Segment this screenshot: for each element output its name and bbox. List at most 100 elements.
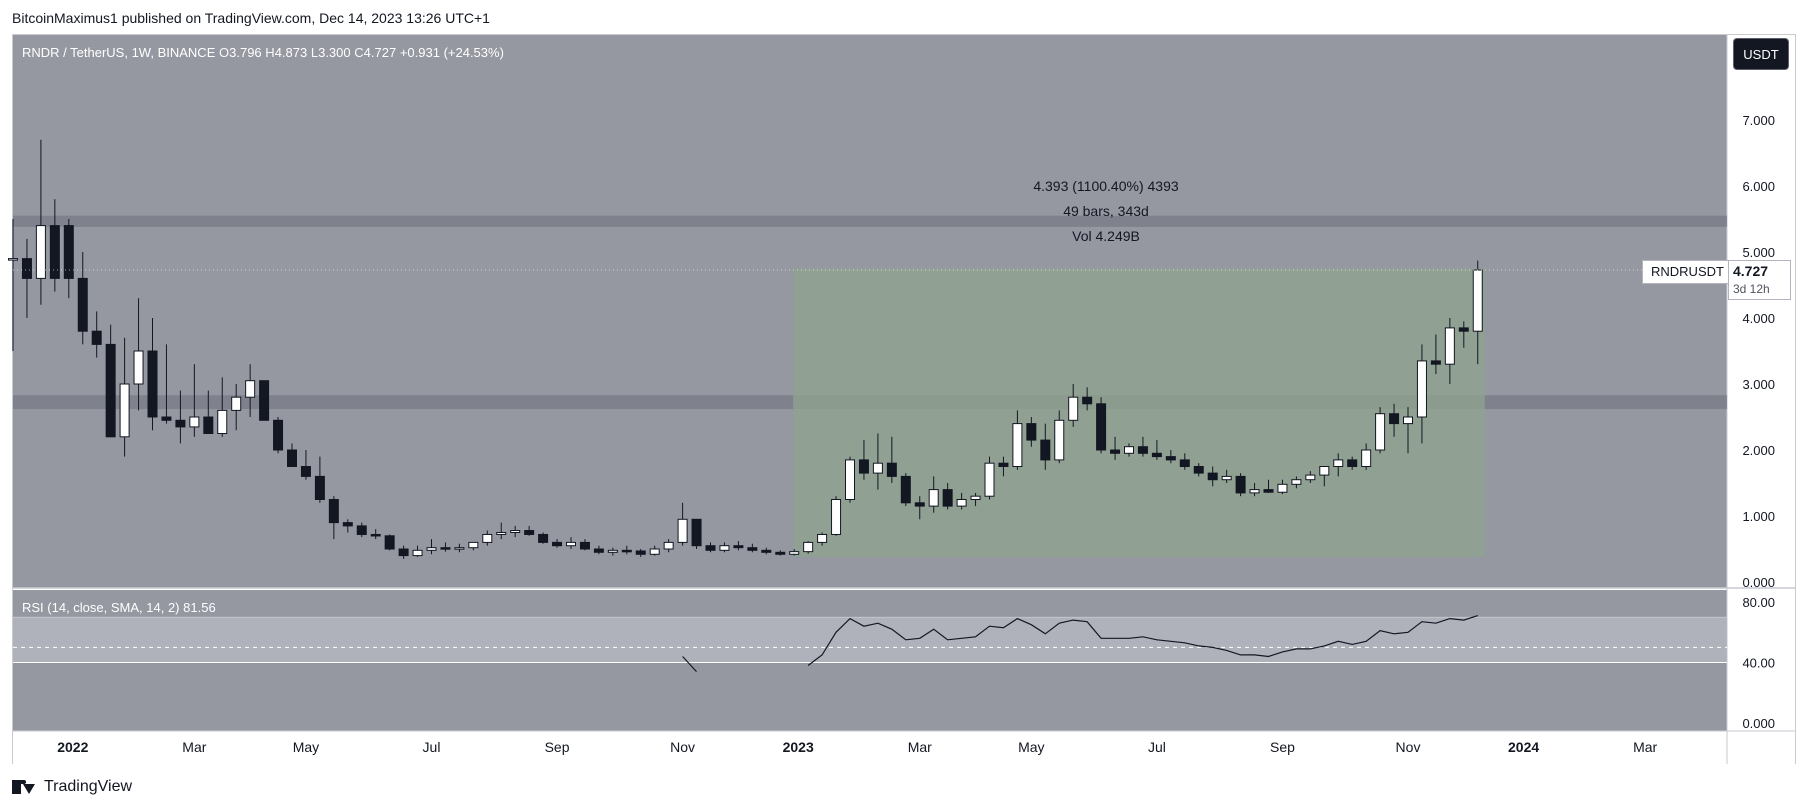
- currency-unit-button[interactable]: USDT: [1733, 38, 1789, 70]
- candle[interactable]: [342, 522, 353, 527]
- candle[interactable]: [1319, 466, 1330, 476]
- footer-brand[interactable]: TradingView: [12, 778, 132, 796]
- candle[interactable]: [105, 343, 116, 438]
- candle[interactable]: [1458, 327, 1469, 332]
- candle[interactable]: [607, 549, 618, 553]
- candle[interactable]: [984, 462, 995, 497]
- candle[interactable]: [398, 548, 409, 557]
- candle[interactable]: [161, 416, 172, 421]
- candle[interactable]: [1430, 360, 1441, 365]
- candle[interactable]: [63, 225, 74, 279]
- candle[interactable]: [817, 533, 828, 543]
- candle[interactable]: [1068, 396, 1079, 421]
- candle[interactable]: [8, 258, 18, 261]
- candle[interactable]: [259, 380, 270, 421]
- candle[interactable]: [1403, 416, 1413, 425]
- candle[interactable]: [273, 419, 284, 451]
- candle[interactable]: [356, 525, 367, 535]
- candle[interactable]: [370, 533, 381, 537]
- candle[interactable]: [621, 549, 632, 553]
- candle[interactable]: [1291, 479, 1302, 485]
- candle[interactable]: [1444, 327, 1455, 365]
- candle[interactable]: [300, 466, 311, 477]
- candle[interactable]: [1235, 475, 1246, 494]
- candle[interactable]: [747, 547, 758, 551]
- candle[interactable]: [956, 499, 967, 507]
- candle[interactable]: [77, 277, 88, 332]
- candle[interactable]: [1082, 396, 1093, 405]
- candle[interactable]: [845, 459, 855, 500]
- candle[interactable]: [91, 330, 102, 345]
- candle[interactable]: [1305, 474, 1316, 481]
- candle[interactable]: [1249, 489, 1260, 494]
- time-axis[interactable]: [13, 731, 1727, 764]
- candle[interactable]: [203, 416, 214, 434]
- candle[interactable]: [231, 396, 242, 411]
- rsi-label[interactable]: RSI (14, close, SMA, 14, 2): [22, 600, 180, 615]
- candle[interactable]: [733, 545, 744, 549]
- candle[interactable]: [663, 541, 674, 550]
- candle[interactable]: [189, 416, 200, 428]
- candle[interactable]: [482, 533, 493, 543]
- candle[interactable]: [789, 551, 800, 555]
- candle[interactable]: [412, 549, 423, 557]
- candle[interactable]: [635, 550, 646, 555]
- candle[interactable]: [691, 518, 702, 547]
- candle[interactable]: [1375, 413, 1386, 451]
- candle[interactable]: [1207, 472, 1218, 481]
- candle[interactable]: [942, 489, 953, 507]
- rsi-line[interactable]: [682, 615, 1478, 673]
- candle[interactable]: [886, 462, 897, 477]
- candle[interactable]: [719, 545, 730, 551]
- candle[interactable]: [1416, 360, 1427, 418]
- candle[interactable]: [998, 462, 1009, 468]
- candle[interactable]: [1333, 459, 1344, 467]
- candle[interactable]: [454, 547, 465, 550]
- candle[interactable]: [900, 475, 911, 504]
- measure-range-box[interactable]: [793, 268, 1485, 557]
- candle[interactable]: [552, 541, 563, 547]
- candle[interactable]: [970, 495, 981, 501]
- candle[interactable]: [1347, 459, 1358, 467]
- candle[interactable]: [440, 547, 451, 550]
- candle[interactable]: [384, 535, 395, 550]
- candle[interactable]: [314, 475, 325, 500]
- candle[interactable]: [1026, 423, 1037, 441]
- candle[interactable]: [775, 551, 786, 555]
- candle[interactable]: [21, 258, 32, 279]
- candle[interactable]: [49, 225, 60, 279]
- candle[interactable]: [426, 547, 437, 551]
- candle[interactable]: [245, 380, 256, 398]
- candle[interactable]: [538, 533, 549, 543]
- candle[interactable]: [705, 545, 716, 551]
- candle[interactable]: [593, 548, 604, 553]
- candle[interactable]: [1012, 423, 1023, 468]
- candle[interactable]: [1361, 449, 1372, 467]
- candle[interactable]: [649, 548, 660, 555]
- legend-symbol[interactable]: RNDR / TetherUS, 1W, BINANCE: [22, 45, 216, 60]
- candle[interactable]: [1124, 446, 1134, 454]
- candle[interactable]: [677, 518, 688, 543]
- candle[interactable]: [1389, 413, 1400, 425]
- candle[interactable]: [119, 383, 130, 438]
- candle[interactable]: [133, 350, 144, 385]
- candle[interactable]: [1151, 452, 1162, 458]
- candle[interactable]: [831, 499, 842, 535]
- candle[interactable]: [872, 462, 883, 474]
- price-axis[interactable]: [1727, 35, 1795, 764]
- candle[interactable]: [1054, 419, 1065, 461]
- candle[interactable]: [524, 530, 535, 535]
- candle[interactable]: [858, 459, 869, 474]
- candle[interactable]: [468, 541, 479, 549]
- candle[interactable]: [35, 225, 46, 279]
- candle[interactable]: [1179, 459, 1190, 467]
- candle[interactable]: [914, 502, 925, 507]
- candle[interactable]: [1096, 403, 1107, 451]
- candle[interactable]: [1263, 489, 1274, 493]
- candle[interactable]: [287, 449, 297, 467]
- candle[interactable]: [1221, 475, 1232, 481]
- candle[interactable]: [1110, 449, 1121, 454]
- candle[interactable]: [1165, 456, 1176, 461]
- candle[interactable]: [1277, 483, 1288, 493]
